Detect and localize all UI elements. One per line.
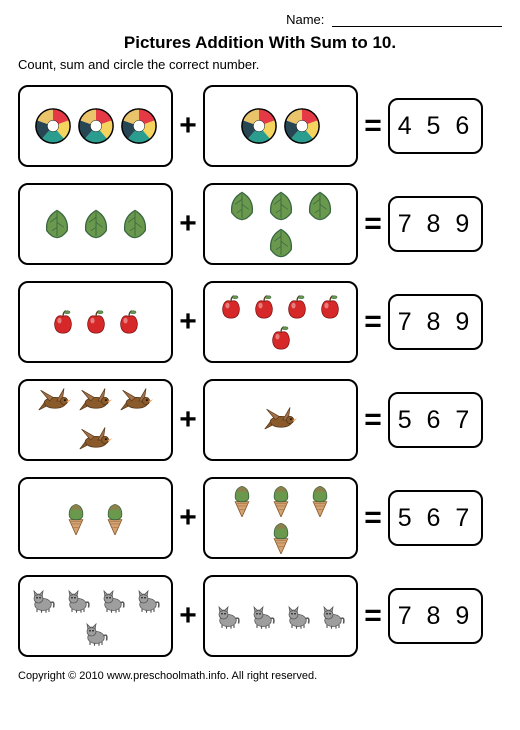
bird-icon <box>263 402 299 438</box>
leaf-icon <box>303 189 337 223</box>
apple-icon <box>49 308 77 336</box>
bird-icon <box>37 383 73 419</box>
bird-icon <box>78 383 114 419</box>
icecream-icon <box>59 501 93 535</box>
answer-choices[interactable]: 5 6 7 <box>388 490 483 546</box>
icecream-icon <box>264 483 298 517</box>
equals-operator: = <box>358 207 388 241</box>
leaf-icon <box>40 207 74 241</box>
answer-choices[interactable]: 5 6 7 <box>388 392 483 448</box>
icecream-icon <box>303 483 337 517</box>
answer-choices[interactable]: 7 8 9 <box>388 588 483 644</box>
copyright-footer: Copyright © 2010 www.preschoolmath.info.… <box>18 670 502 682</box>
leaf-icon <box>264 226 298 260</box>
cat-icon <box>318 601 348 631</box>
equals-operator: = <box>358 599 388 633</box>
apple-icon <box>267 324 295 352</box>
addend-right-box <box>203 281 358 363</box>
equals-operator: = <box>358 403 388 437</box>
cat-icon <box>248 601 278 631</box>
problem-row: + =5 6 7 <box>18 474 502 562</box>
equals-operator: = <box>358 305 388 339</box>
cat-icon <box>63 585 93 615</box>
cat-icon <box>213 601 243 631</box>
problem-row: + =7 8 9 <box>18 572 502 660</box>
addend-right-box <box>203 183 358 265</box>
ball-icon <box>120 107 158 145</box>
problem-row: + =7 8 9 <box>18 180 502 268</box>
name-label: Name: <box>286 12 324 27</box>
problem-row: + =5 6 7 <box>18 376 502 464</box>
addend-left-box <box>18 379 173 461</box>
bird-icon <box>78 422 114 458</box>
addend-left-box <box>18 85 173 167</box>
leaf-icon <box>118 207 152 241</box>
addend-right-box <box>203 379 358 461</box>
apple-icon <box>250 293 278 321</box>
addend-left-box <box>18 575 173 657</box>
cat-icon <box>98 585 128 615</box>
equals-operator: = <box>358 109 388 143</box>
plus-operator: + <box>173 305 203 339</box>
addend-right-box <box>203 477 358 559</box>
plus-operator: + <box>173 403 203 437</box>
answer-choices[interactable]: 7 8 9 <box>388 196 483 252</box>
cat-icon <box>28 585 58 615</box>
apple-icon <box>217 293 245 321</box>
plus-operator: + <box>173 599 203 633</box>
icecream-icon <box>225 483 259 517</box>
icecream-icon <box>264 520 298 554</box>
apple-icon <box>115 308 143 336</box>
equals-operator: = <box>358 501 388 535</box>
ball-icon <box>77 107 115 145</box>
apple-icon <box>316 293 344 321</box>
plus-operator: + <box>173 501 203 535</box>
answer-choices[interactable]: 4 5 6 <box>388 98 483 154</box>
cat-icon <box>133 585 163 615</box>
answer-choices[interactable]: 7 8 9 <box>388 294 483 350</box>
ball-icon <box>240 107 278 145</box>
icecream-icon <box>98 501 132 535</box>
leaf-icon <box>79 207 113 241</box>
plus-operator: + <box>173 109 203 143</box>
problem-row: + =7 8 9 <box>18 278 502 366</box>
worksheet-instructions: Count, sum and circle the correct number… <box>18 57 502 72</box>
ball-icon <box>283 107 321 145</box>
apple-icon <box>283 293 311 321</box>
worksheet-title: Pictures Addition With Sum to 10. <box>18 33 502 53</box>
addend-right-box <box>203 575 358 657</box>
apple-icon <box>82 308 110 336</box>
bird-icon <box>119 383 155 419</box>
cat-icon <box>283 601 313 631</box>
name-field: Name: <box>18 12 502 27</box>
addend-right-box <box>203 85 358 167</box>
problem-row: + =4 5 6 <box>18 82 502 170</box>
cat-icon <box>81 618 111 648</box>
addend-left-box <box>18 281 173 363</box>
ball-icon <box>34 107 72 145</box>
addend-left-box <box>18 477 173 559</box>
leaf-icon <box>264 189 298 223</box>
plus-operator: + <box>173 207 203 241</box>
addend-left-box <box>18 183 173 265</box>
leaf-icon <box>225 189 259 223</box>
name-input-line[interactable] <box>332 26 502 27</box>
